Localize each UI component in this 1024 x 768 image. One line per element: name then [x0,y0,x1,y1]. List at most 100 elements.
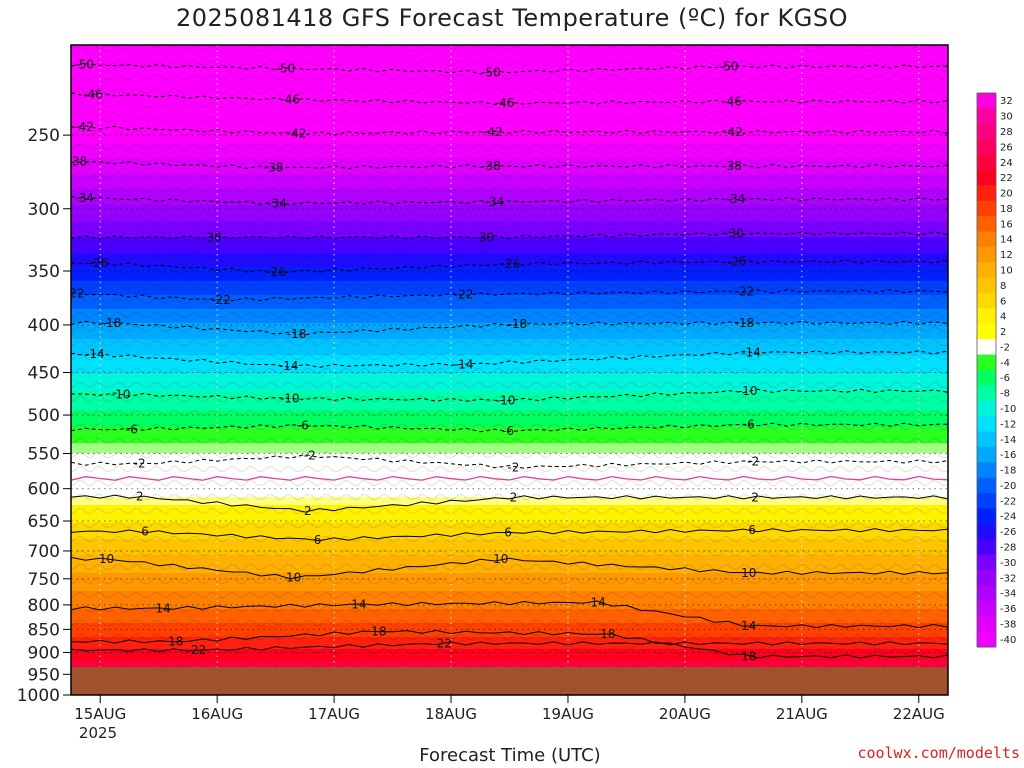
contour-label: 10 [99,552,114,566]
contour-label: -50 [74,58,94,72]
colorbar-label: -12 [1000,419,1016,430]
colorbar-swatch [977,585,996,602]
x-tick-label: 21AUG [776,705,828,723]
colorbar-label: 4 [1000,312,1006,323]
contour-label: 18 [168,635,183,649]
contour--6 [71,422,948,433]
contour-label: -26 [266,265,286,279]
contour-label: 14 [155,601,170,615]
y-tick-label: 300 [28,200,60,220]
contour-label: -22 [454,288,474,302]
contour-label: -14 [741,345,761,359]
colorbar-label: -16 [1000,450,1016,461]
colorbar-swatch [977,570,996,586]
contour-label: -38 [68,155,88,169]
contour-label: -42 [723,125,743,139]
x-tick-label: 20AUG [659,705,711,723]
colorbar-swatch [977,185,996,202]
colorbar-label: 24 [1000,158,1013,169]
contour-label: -34 [267,196,287,210]
y-tick-label: 850 [28,620,60,640]
colorbar-swatch [977,431,996,448]
contour--26 [71,259,948,273]
colorbar: 32 30 28 26 24 22 20 18 16 14 12 10 8 6 4 2 -2 -4 -6 -8 -10 -… [976,92,1016,648]
colorbar-swatch [977,539,996,556]
y-tick-label: 800 [28,596,60,616]
contour--42 [71,125,948,136]
contour-label: -38 [264,161,284,175]
contour-label: -42 [74,120,94,134]
colorbar-swatch [977,200,996,217]
chart-title: 2025081418 GFS Forecast Temperature (ºC)… [175,4,849,32]
colorbar-swatch [977,216,996,232]
colorbar-swatch [977,231,996,248]
contour-label: 14 [741,619,756,633]
colorbar-label: 16 [1000,219,1013,230]
contour-label: 10 [493,552,508,566]
contour-lines [71,63,948,659]
colorbar-label: -4 [1000,358,1010,369]
contour-label: 2 [751,490,759,504]
contour-label: 22 [191,643,206,657]
contour-label: -2 [507,460,519,474]
ground-surface [71,667,948,695]
colorbar-swatch [977,293,996,309]
contour-label: 6 [504,526,512,540]
colorbar-swatch [977,323,996,340]
colorbar-swatch [977,169,996,186]
contour-label: -30 [202,230,222,244]
contour-label: -38 [722,159,742,173]
contour-label: 2 [510,490,518,504]
contour-label: -26 [727,255,747,269]
contour-label: -26 [501,257,521,271]
colorbar-label: -8 [1000,389,1010,400]
colorbar-swatch [977,93,996,109]
x-year-label: 2025 [79,724,117,742]
contour-label: -6 [502,424,514,438]
grid-lines [71,45,948,695]
colorbar-swatch [977,139,996,156]
contour-label: -46 [722,94,742,108]
contour-label: -30 [724,227,744,241]
contour-22 [71,641,948,653]
plot-frame [70,44,949,696]
contour-label: 18 [741,649,756,663]
colorbar-label: 6 [1000,296,1006,307]
colorbar-label: 22 [1000,173,1013,184]
colorbar-swatch [977,446,996,463]
colorbar-label: -14 [1000,435,1016,446]
contour--22 [71,289,948,302]
contour-label: -34 [74,191,94,205]
contour-label: 2 [304,504,312,518]
contour-label: -10 [738,384,758,398]
colorbar-label: 2 [1000,327,1006,338]
colorbar-swatch [977,493,996,509]
x-axis-title: Forecast Time (UTC) [419,745,601,766]
y-tick-label: 950 [28,665,60,685]
colorbar-swatch [977,631,996,648]
colorbar-swatch [977,339,996,356]
contour-label: 6 [314,533,322,547]
contour-label: -14 [454,357,474,371]
contour--2 [71,453,948,469]
contour-label: 14 [591,595,606,609]
contour-labels: -50 -50 -50 -50 -46 -46 -46 -46 -42 -42 -42 -42 -38 -… [68,58,761,664]
credit-link[interactable]: coolwx.com/modelts [857,744,1020,762]
contour--50 [71,63,948,75]
contour-label: -18 [507,317,527,331]
colorbar-swatch [977,477,996,494]
colorbar-swatch [977,154,996,171]
colorbar-label: -22 [1000,496,1016,507]
y-tick-label: 550 [28,445,60,465]
contour-label: -22 [211,293,231,307]
contour-label: -50 [481,65,501,79]
colorbar-swatch [977,123,996,140]
contour-label: -10 [280,392,300,406]
contour-6 [71,528,948,542]
x-tick-label: 18AUG [425,705,477,723]
contour-label: -22 [735,284,755,298]
colorbar-label: -10 [1000,404,1016,415]
contour-label: -38 [481,159,501,173]
freezing-line [71,475,948,481]
